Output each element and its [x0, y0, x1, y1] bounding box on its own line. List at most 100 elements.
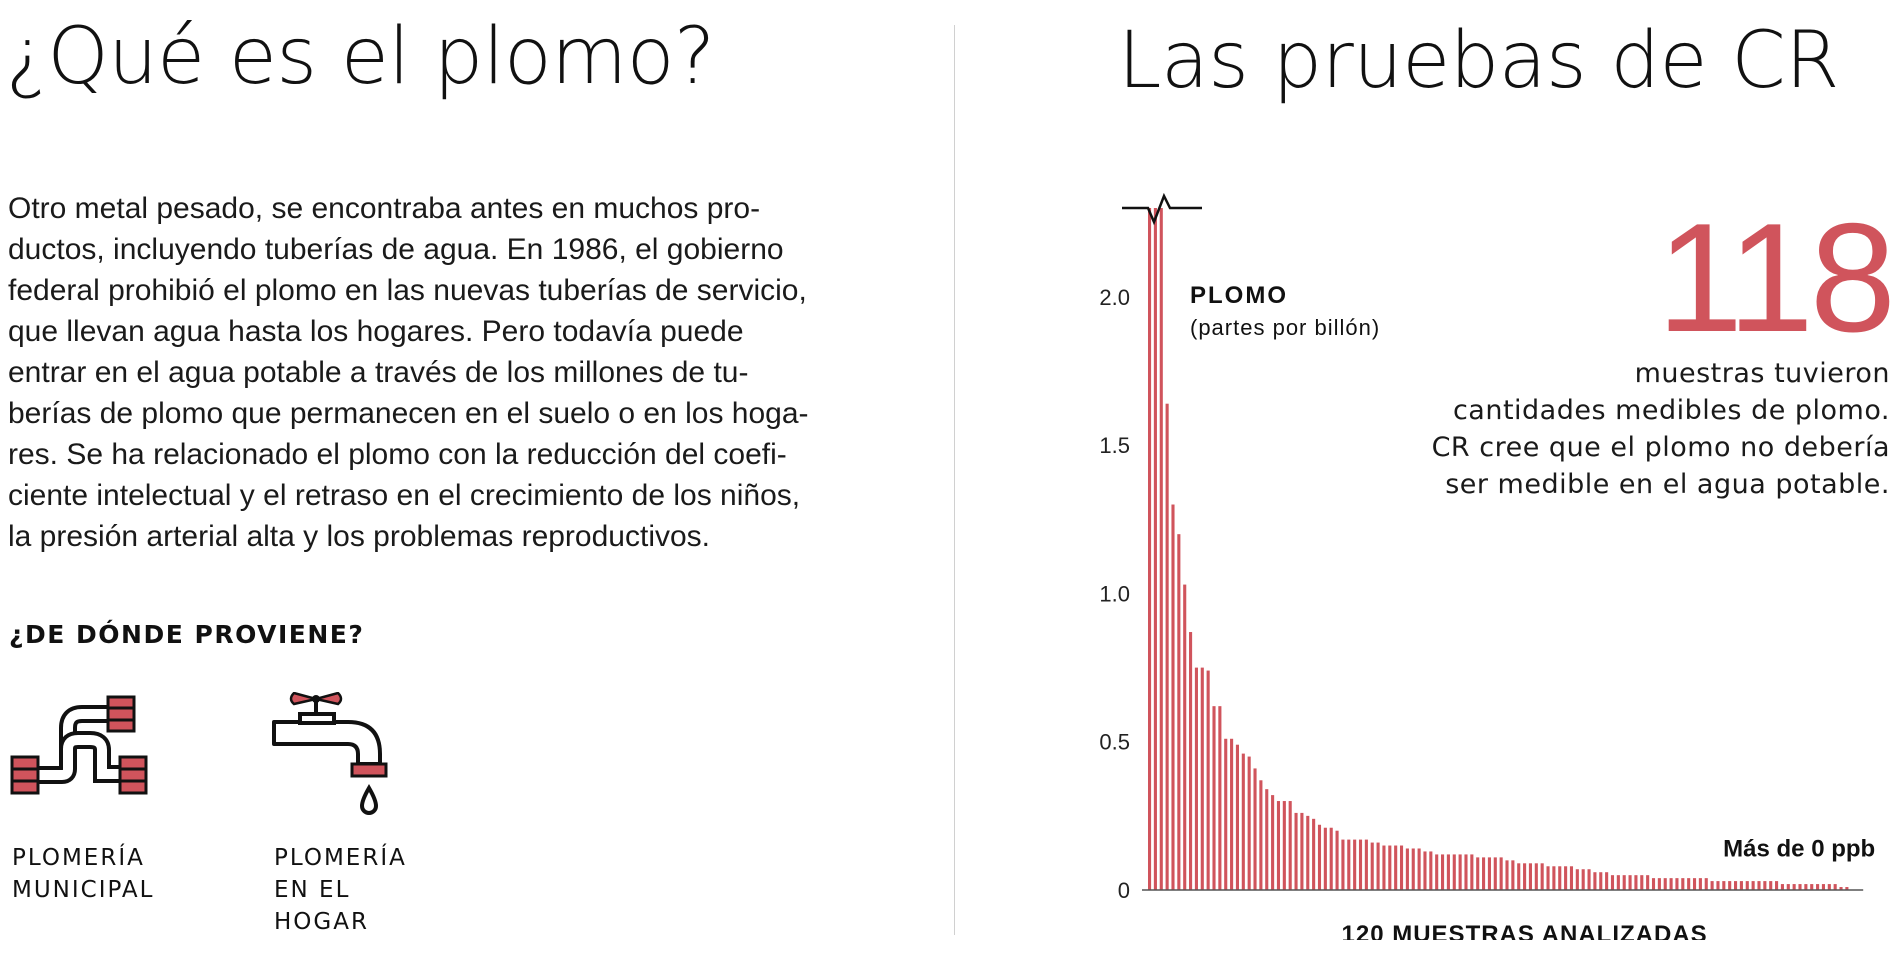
bar: [1681, 878, 1685, 890]
bar: [1189, 632, 1193, 890]
bar: [1265, 789, 1269, 890]
bar: [1669, 878, 1673, 890]
bar: [1177, 534, 1181, 890]
bar: [1657, 878, 1661, 890]
bar: [1276, 801, 1281, 890]
bar: [1487, 857, 1491, 890]
bar: [1534, 863, 1538, 890]
source-heading: ¿DE DÓNDE PROVIENE?: [9, 620, 365, 649]
bar: [1628, 875, 1632, 890]
bar: [1271, 795, 1275, 890]
bar: [1763, 881, 1767, 890]
chart-title: PLOMO: [1190, 282, 1288, 309]
bar: [1452, 854, 1456, 890]
chart-subtitle: (partes por billón): [1190, 315, 1380, 340]
bar: [1810, 884, 1814, 890]
bar: [1353, 839, 1357, 890]
bar: [1792, 884, 1796, 890]
bar: [1505, 860, 1509, 890]
bar: [1200, 667, 1204, 890]
bar: [1470, 854, 1474, 890]
bar: [1235, 744, 1239, 890]
bar: [1552, 866, 1556, 890]
bar: [1300, 812, 1304, 890]
bar: [1575, 869, 1579, 890]
bar: [1839, 887, 1843, 890]
bar: [1646, 875, 1650, 890]
bar: [1821, 884, 1825, 890]
source-home: PLOMERÍA EN EL HOGAR: [272, 692, 412, 935]
bar: [1206, 670, 1210, 890]
bar: [1610, 875, 1615, 890]
bar: [1153, 208, 1157, 890]
bar: [1159, 208, 1163, 890]
bar: [1587, 869, 1591, 890]
bar: [1464, 854, 1468, 890]
bar: [1734, 881, 1738, 890]
bar: [1599, 872, 1603, 890]
bar: [1411, 848, 1415, 890]
bar: [1528, 863, 1532, 890]
bar: [1558, 866, 1562, 890]
bar: [1294, 812, 1298, 890]
source-label-home: PLOMERÍA EN EL HOGAR: [274, 845, 407, 935]
bar: [1593, 872, 1597, 890]
bar: [1224, 738, 1228, 890]
bar: [1282, 801, 1286, 890]
bar: [1148, 208, 1152, 890]
bar: [1698, 878, 1702, 890]
bar: [1388, 845, 1392, 890]
x-axis-label: 120 MUESTRAS ANALIZADAS: [1342, 921, 1708, 940]
bar: [1523, 863, 1527, 890]
municipal-pipe-icon: [10, 695, 148, 795]
bar: [1540, 863, 1544, 890]
bar: [1493, 857, 1497, 890]
bar: [1288, 801, 1292, 890]
bar: [1564, 866, 1568, 890]
bar: [1517, 863, 1521, 890]
bar: [1194, 667, 1198, 890]
big-number-note: muestras tuvieron cantidades medibles de…: [1431, 358, 1890, 500]
bars: [1148, 208, 1849, 890]
bar: [1230, 738, 1234, 890]
bar: [1347, 839, 1351, 890]
bar: [1435, 854, 1439, 890]
bar: [1259, 780, 1263, 890]
bar: [1716, 881, 1720, 890]
axis-break-icon: [1122, 192, 1202, 226]
right-title: Las pruebas de CR: [1118, 16, 1839, 106]
bar: [1247, 756, 1251, 890]
bar: [1634, 875, 1638, 890]
bar: [1757, 881, 1761, 890]
bar: [1816, 884, 1820, 890]
bar: [1218, 706, 1222, 890]
bar: [1827, 884, 1831, 890]
y-tick-label: 0.5: [1099, 730, 1130, 755]
source-label-municipal: PLOMERÍA MUNICIPAL: [12, 845, 155, 903]
body-text: Otro metal pesado, se encontraba antes e…: [8, 192, 809, 553]
bar: [1423, 851, 1427, 890]
bar: [1739, 881, 1743, 890]
left-title: ¿Qué es el plomo?: [6, 12, 715, 102]
bar: [1710, 881, 1714, 890]
big-number: 118: [1656, 191, 1896, 364]
bar: [1622, 875, 1626, 890]
bar: [1171, 504, 1175, 890]
bar: [1769, 881, 1773, 890]
bar: [1382, 845, 1386, 890]
bar: [1306, 815, 1310, 890]
y-tick-label: 2.0: [1099, 285, 1130, 310]
y-axis: 0 0.5 1.0 1.5 2.0: [1099, 285, 1130, 903]
bar: [1312, 818, 1316, 890]
bar: [1687, 878, 1691, 890]
bar: [1441, 854, 1445, 890]
bar: [1780, 884, 1784, 890]
bar: [1429, 851, 1433, 890]
bar: [1335, 830, 1339, 890]
y-tick-label: 1.0: [1099, 581, 1130, 606]
bar: [1798, 884, 1802, 890]
bar: [1722, 881, 1726, 890]
bar: [1399, 845, 1404, 890]
bar: [1405, 848, 1409, 890]
bar: [1640, 875, 1644, 890]
